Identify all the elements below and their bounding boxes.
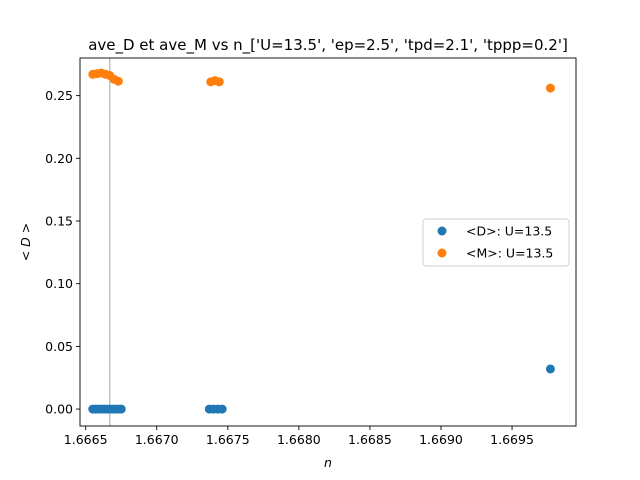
legend-marker	[437, 226, 447, 236]
data-point-m	[113, 76, 123, 86]
data-point-d	[545, 364, 555, 374]
data-point-d	[217, 404, 227, 414]
x-tick-label: 1.6680	[277, 432, 321, 447]
y-tick-label: 0.25	[45, 88, 73, 103]
y-axis-label: < D >	[18, 223, 33, 262]
data-point-m	[214, 77, 224, 87]
chart-title: ave_D et ave_M vs n_['U=13.5', 'ep=2.5',…	[88, 36, 568, 55]
x-tick-label: 1.6665	[64, 432, 108, 447]
data-point-d	[116, 404, 126, 414]
y-tick-label: 0.05	[45, 339, 73, 354]
y-tick-label: 0.00	[45, 402, 73, 417]
x-tick-label: 1.6695	[490, 432, 534, 447]
x-tick-label: 1.6685	[348, 432, 392, 447]
legend-entry-label: <M>: U=13.5	[466, 246, 553, 261]
axes-frame	[79, 57, 577, 427]
legend-marker	[437, 248, 447, 258]
y-tick-label: 0.15	[45, 213, 73, 228]
legend-entry-label: <D>: U=13.5	[466, 224, 552, 239]
data-point-m	[545, 83, 555, 93]
legend: <D>: U=13.5 <M>: U=13.5	[422, 218, 570, 267]
plot-area: 1.6665 1.6670 1.6675 1.6680 1.6685 1.6690 1.66…	[45, 57, 577, 447]
x-axis-label: n	[324, 455, 332, 470]
x-tick-label: 1.6670	[135, 432, 179, 447]
y-tick-label: 0.20	[45, 151, 73, 166]
legend-box	[422, 218, 570, 267]
y-tick-label: 0.10	[45, 276, 73, 291]
x-tick-label: 1.6675	[206, 432, 250, 447]
x-tick-label: 1.6690	[419, 432, 463, 447]
